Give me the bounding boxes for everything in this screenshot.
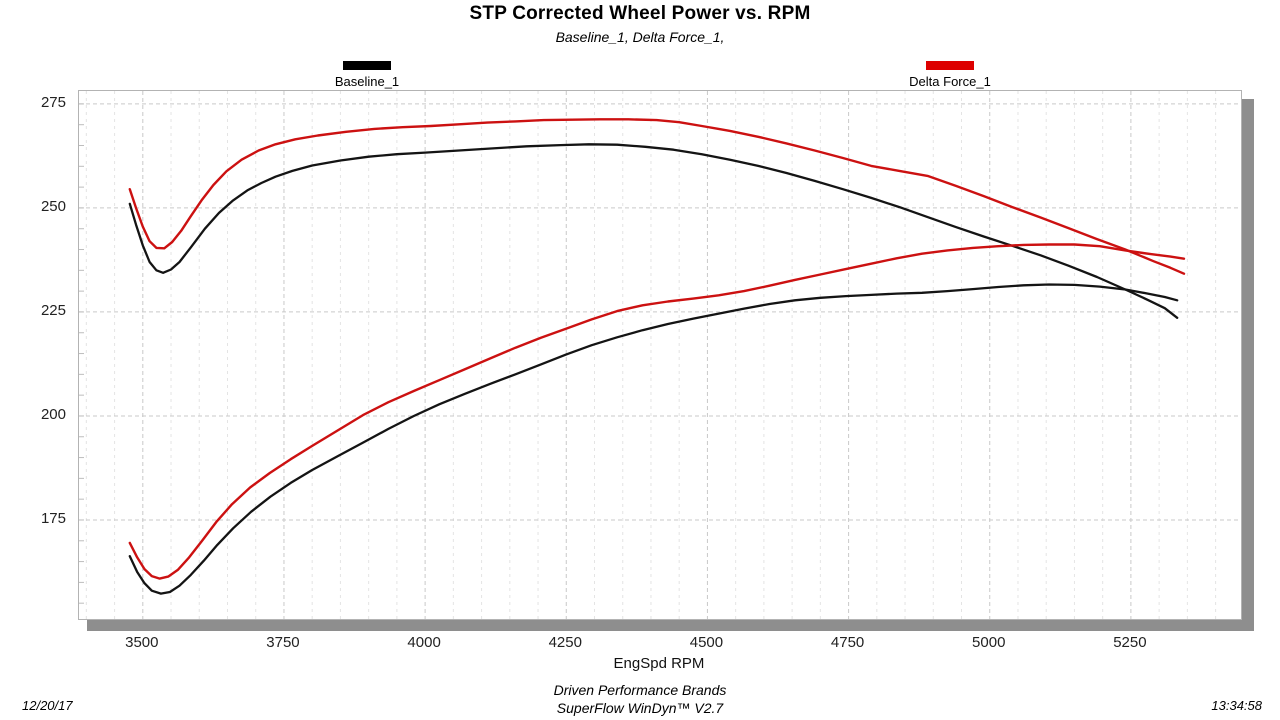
chart-subtitle: Baseline_1, Delta Force_1, [555, 29, 725, 45]
legend-item-baseline: Baseline_1 [302, 61, 432, 89]
footer-brand-line2: SuperFlow WinDyn™ V2.7 [556, 700, 724, 716]
y-tick-label: 250 [40, 197, 66, 215]
y-tick-label: 175 [40, 509, 66, 527]
x-tick-label: 4000 [407, 634, 441, 651]
legend-item-delta-force: Delta Force_1 [885, 61, 1015, 89]
y-tick-label: 225 [40, 301, 66, 319]
delta-force-series-label: Delta Force_1 [909, 74, 991, 89]
plot-area [78, 90, 1242, 620]
x-tick-label: 4500 [689, 634, 724, 651]
baseline-series-swatch [343, 61, 391, 70]
dyno-chart [79, 91, 1241, 619]
series-delta-force-1-upper [128, 118, 1186, 275]
x-tick-label: 4250 [548, 634, 582, 651]
x-tick-label: 5250 [1113, 634, 1147, 651]
plot-shadow-bottom [87, 620, 1254, 631]
delta-force-series-swatch [926, 61, 974, 70]
series-baseline-1-lower [128, 283, 1179, 595]
x-tick-label: 4750 [830, 634, 865, 651]
x-tick-label: 3500 [125, 634, 159, 651]
chart-title: STP Corrected Wheel Power vs. RPM [469, 3, 811, 24]
x-axis-title: EngSpd RPM [613, 655, 705, 672]
footer-date: 12/20/17 [22, 698, 73, 713]
x-tick-label: 3750 [266, 634, 300, 651]
x-tick-label: 5000 [972, 634, 1006, 651]
plot-shadow-right [1241, 99, 1254, 630]
footer-brand-line1: Driven Performance Brands [553, 682, 727, 698]
series-baseline-1-upper [128, 143, 1179, 319]
y-tick-label: 200 [40, 405, 66, 423]
baseline-series-label: Baseline_1 [334, 74, 400, 89]
footer-time: 13:34:58 [1211, 698, 1262, 713]
series-delta-force-1-lower [128, 243, 1186, 580]
y-tick-label: 275 [40, 93, 66, 111]
